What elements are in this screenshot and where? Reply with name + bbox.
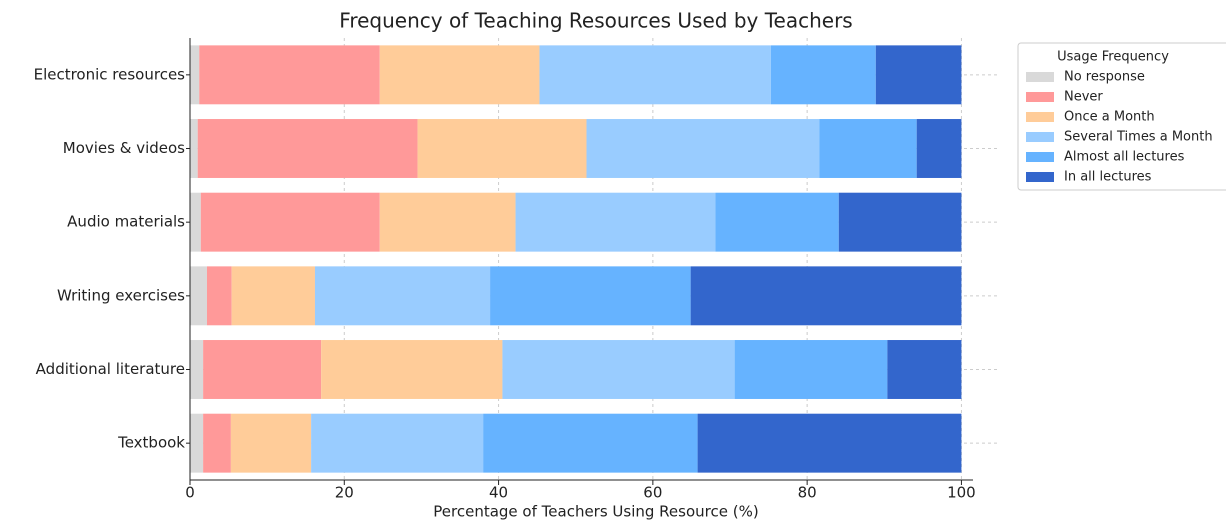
- bar-segment: [887, 340, 962, 399]
- bar-segment: [875, 45, 962, 105]
- x-tick-label: 100: [947, 484, 976, 502]
- x-axis-label: Percentage of Teachers Using Resource (%…: [433, 503, 758, 521]
- bar-segment: [203, 413, 231, 473]
- bar-segment: [715, 192, 839, 252]
- bar-segment: [690, 266, 962, 326]
- bar-segment: [734, 340, 888, 399]
- legend-swatch: [1026, 172, 1054, 182]
- x-tick-label: 40: [489, 484, 508, 502]
- legend-box: [1017, 42, 1226, 191]
- chart-title: Frequency of Teaching Resources Used by …: [339, 9, 852, 33]
- bar-segment: [502, 340, 735, 399]
- bar-segment: [819, 119, 917, 178]
- bar-segment: [190, 119, 198, 178]
- y-tick-label: Additional literature: [36, 360, 185, 378]
- bar-segment: [697, 413, 962, 473]
- bar-segment: [916, 119, 962, 178]
- bar-segment: [200, 192, 380, 252]
- legend-swatch: [1026, 72, 1054, 82]
- legend-label: Once a Month: [1064, 110, 1155, 125]
- y-tick-label: Audio materials: [67, 213, 185, 231]
- legend-label: In all lectures: [1064, 170, 1152, 185]
- bar-segment: [515, 192, 716, 252]
- bar-segment: [231, 266, 315, 326]
- legend-swatch: [1026, 132, 1054, 142]
- bar-segment: [838, 192, 962, 252]
- bar-segment: [539, 45, 771, 105]
- bar-segment: [770, 45, 876, 105]
- bar-segment: [314, 266, 491, 326]
- legend-swatch: [1026, 112, 1054, 122]
- x-tick-label: 80: [798, 484, 817, 502]
- x-tick-label: 20: [335, 484, 354, 502]
- y-tick-label: Movies & videos: [63, 139, 185, 157]
- legend-label: No response: [1064, 70, 1145, 85]
- legend-swatch: [1026, 152, 1054, 162]
- bar-segment: [190, 413, 204, 473]
- legend-swatch: [1026, 92, 1054, 102]
- bar-segment: [190, 266, 207, 326]
- bar-segment: [230, 413, 312, 473]
- bar-segment: [190, 45, 200, 105]
- bar-segment: [417, 119, 587, 178]
- legend-label: Several Times a Month: [1064, 130, 1213, 145]
- y-tick-label: Textbook: [117, 434, 185, 452]
- bar-segment: [483, 413, 698, 473]
- x-tick-label: 60: [643, 484, 662, 502]
- bar-segment: [199, 45, 380, 105]
- bar-segment: [379, 45, 540, 105]
- bar-segment: [379, 192, 516, 252]
- bar-segment: [190, 192, 201, 252]
- bar-segment: [586, 119, 820, 178]
- bar-segment: [490, 266, 691, 326]
- bar-segment: [206, 266, 232, 326]
- legend-label: Never: [1064, 90, 1103, 105]
- legend-label: Almost all lectures: [1064, 150, 1185, 165]
- y-tick-label: Electronic resources: [34, 65, 186, 83]
- bar-segment: [197, 119, 418, 178]
- bar-segment: [321, 340, 503, 399]
- x-tick-label: 0: [185, 484, 195, 502]
- bar-segment: [203, 340, 322, 399]
- bar-segment: [190, 340, 204, 399]
- legend-title: Usage Frequency: [1057, 50, 1169, 65]
- y-tick-label: Writing exercises: [57, 286, 185, 304]
- bar-segment: [311, 413, 484, 473]
